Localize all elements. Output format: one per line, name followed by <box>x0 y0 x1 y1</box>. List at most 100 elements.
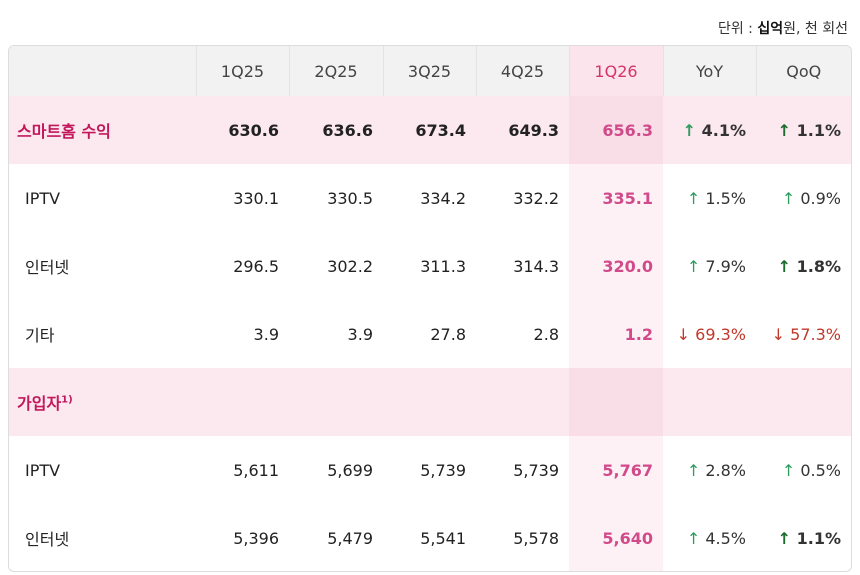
value-cell: 335.1 <box>569 164 663 232</box>
label-text: IPTV <box>25 188 61 208</box>
value-cell: 1.2 <box>569 300 663 368</box>
value-cell: 3.9 <box>253 324 279 344</box>
yoy-cell: ↓ 69.3% <box>663 300 756 368</box>
trend-arrow: ↑ <box>686 528 706 548</box>
row: 가입자1) <box>9 368 851 436</box>
yoy-text: ↑ 2.8% <box>687 461 746 480</box>
unit-bold: 십억 <box>757 21 784 37</box>
yoy-cell: ↑ 4.5% <box>663 504 756 571</box>
value-cell: 314.3 <box>513 256 559 276</box>
yoy-text: ↑ 7.9% <box>687 257 746 276</box>
qoq-cell: ↑ 0.5% <box>756 436 851 504</box>
qoq-text: ↑ 1.1% <box>778 121 841 140</box>
row-label: 가입자1) <box>9 368 196 436</box>
qoq-cell: ↑ 0.9% <box>756 164 851 232</box>
column-header: 3Q25 <box>382 46 476 96</box>
value-cell: 5,479 <box>327 528 373 548</box>
change-value: 4.1% <box>701 120 746 140</box>
qoq-text: ↑ 1.1% <box>778 529 841 548</box>
qoq-text: ↓ 57.3% <box>772 325 841 344</box>
column-header: 1Q26 <box>568 46 663 96</box>
yoy-text: ↓ 69.3% <box>677 325 746 344</box>
column-header: 4Q25 <box>475 46 569 96</box>
label-text: 가입자 <box>17 394 62 413</box>
empty-cell <box>196 368 289 436</box>
value-cell: 320.0 <box>569 232 663 300</box>
row: 스마트홈 수익 630.6 636.6 673.4 649.3 656.3 ↑ 4.1% ↑ … <box>9 96 851 164</box>
value-cell: 296.5 <box>233 256 279 276</box>
value-cell: 5,578 <box>513 528 559 548</box>
trend-arrow: ↑ <box>777 528 797 548</box>
yoy-cell: ↑ 7.9% <box>663 232 756 300</box>
label-text: IPTV <box>25 460 61 480</box>
unit-prefix: 단위 : <box>717 21 758 37</box>
label-text: 스마트홈 수익 <box>17 122 111 141</box>
value-cell: 330.5 <box>327 188 373 208</box>
value-cell: 2.8 <box>533 324 559 344</box>
value-cell: 649.3 <box>476 96 569 164</box>
change-value: 1.5% <box>705 188 746 208</box>
trend-arrow: ↑ <box>781 188 801 208</box>
label-text: 인터넷 <box>25 530 70 549</box>
change-value: 0.9% <box>800 188 841 208</box>
column-header: 2Q25 <box>288 46 383 96</box>
change-value: 0.5% <box>800 460 841 480</box>
table: 1Q25 2Q25 3Q25 4Q25 1Q26 YoY QoQ 스마트홈 수익 630.6 6… <box>9 46 851 571</box>
empty-cell <box>476 368 569 436</box>
trend-arrow: ↑ <box>686 188 706 208</box>
value-cell: 330.1 <box>233 188 279 208</box>
value-cell: 673.4 <box>383 96 476 164</box>
change-value: 69.3% <box>695 324 746 344</box>
change-value: 57.3% <box>790 324 841 344</box>
label-text: 인터넷 <box>25 258 70 277</box>
yoy-cell: ↑ 2.8% <box>663 436 756 504</box>
value-cell: 5,611 <box>233 460 279 480</box>
trend-arrow: ↑ <box>781 460 801 480</box>
column-header: 1Q25 <box>195 46 289 96</box>
empty-cell <box>756 368 851 436</box>
table-body: 스마트홈 수익 630.6 636.6 673.4 649.3 656.3 ↑ 4.1% ↑ … <box>9 96 851 571</box>
row-label: 기타 <box>9 300 196 368</box>
value-cell: 5,396 <box>233 528 279 548</box>
column-header: YoY <box>662 46 756 96</box>
qoq-cell: ↑ 1.8% <box>756 232 851 300</box>
trend-arrow: ↑ <box>777 256 797 276</box>
corner-cell <box>9 46 196 96</box>
value-cell: 302.2 <box>327 256 373 276</box>
unit-suffix: 원, 천 회선 <box>783 21 848 37</box>
trend-arrow: ↑ <box>686 460 706 480</box>
label-text: 기타 <box>25 326 55 345</box>
empty-cell <box>383 368 476 436</box>
trend-arrow: ↑ <box>686 256 706 276</box>
value-cell: 3.9 <box>347 324 373 344</box>
value-cell: 636.6 <box>289 96 383 164</box>
change-value: 1.1% <box>796 120 841 140</box>
value-cell: 311.3 <box>420 256 466 276</box>
yoy-text: ↑ 4.5% <box>687 529 746 548</box>
qoq-text: ↑ 1.8% <box>778 257 841 276</box>
value-cell: 334.2 <box>420 188 466 208</box>
row-label: 스마트홈 수익 <box>9 96 196 164</box>
qoq-cell: ↑ 1.1% <box>756 96 851 164</box>
qoq-text: ↑ 0.9% <box>782 189 841 208</box>
value-cell: 630.6 <box>196 96 289 164</box>
change-value: 2.8% <box>705 460 746 480</box>
yoy-text: ↑ 4.1% <box>683 121 746 140</box>
value-cell: 332.2 <box>513 188 559 208</box>
yoy-cell: ↑ 4.1% <box>663 96 756 164</box>
header-row: 1Q25 2Q25 3Q25 4Q25 1Q26 YoY QoQ <box>9 46 851 96</box>
trend-arrow: ↑ <box>682 120 702 140</box>
empty-cell <box>663 368 756 436</box>
trend-arrow: ↓ <box>771 324 791 344</box>
row: 인터넷 5,396 5,479 5,541 5,578 5,640 ↑ 4.5% ↑ 1.1% <box>9 504 851 571</box>
value-cell: 5,541 <box>420 528 466 548</box>
value-cell: 656.3 <box>569 96 663 164</box>
qoq-text: ↑ 0.5% <box>782 461 841 480</box>
row: 기타 3.9 3.9 27.8 2.8 1.2 ↓ 69.3% ↓ 57.3% <box>9 300 851 368</box>
column-header: QoQ <box>755 46 851 96</box>
value-cell: 5,739 <box>420 460 466 480</box>
empty-cell <box>289 368 383 436</box>
row-label: IPTV <box>9 164 196 232</box>
qoq-cell: ↓ 57.3% <box>756 300 851 368</box>
